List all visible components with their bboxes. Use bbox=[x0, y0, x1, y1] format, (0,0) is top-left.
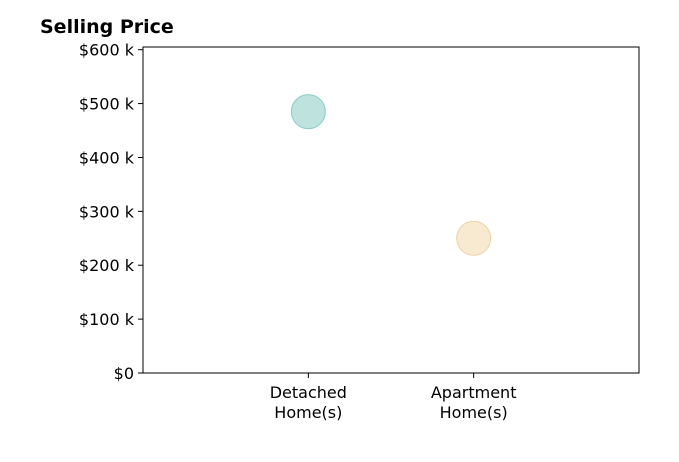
x-tick-label: Apartment Home(s) bbox=[431, 383, 517, 422]
y-tick-label: $500 k bbox=[79, 95, 135, 114]
y-tick-label: $300 k bbox=[79, 202, 135, 221]
y-tick-label: $600 k bbox=[79, 41, 135, 60]
chart-title: Selling Price bbox=[40, 16, 174, 38]
data-point bbox=[456, 220, 492, 256]
y-tick-label: $0 bbox=[114, 364, 134, 383]
y-tick-label: $100 k bbox=[79, 310, 135, 329]
y-axis: $0 $100 k $200 k $300 k $400 k $500 k $600 k bbox=[79, 41, 143, 383]
x-tick-label: Detached Home(s) bbox=[270, 383, 347, 422]
plot-area-frame bbox=[142, 46, 640, 374]
x-axis: Detached Home(s) Apartment Home(s) bbox=[270, 373, 517, 422]
data-point bbox=[290, 94, 326, 130]
y-tick-label: $200 k bbox=[79, 256, 135, 275]
y-tick-label: $400 k bbox=[79, 148, 135, 167]
data-points bbox=[290, 94, 492, 256]
